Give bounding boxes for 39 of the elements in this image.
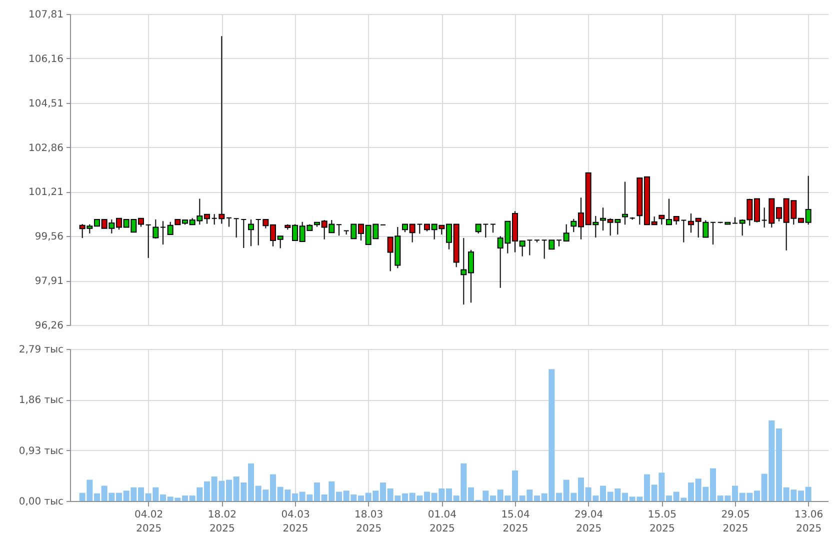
y-tick-label: 104,51 xyxy=(28,98,64,110)
candlestick xyxy=(622,181,628,226)
x-tick-label: 18.02 2025 xyxy=(208,510,236,534)
candlestick xyxy=(526,240,533,256)
candlestick xyxy=(160,220,166,245)
x-tick-label: 04.02 2025 xyxy=(134,510,164,534)
x-tick-label: 13.06 2025 xyxy=(794,510,824,534)
y-tick-label: 1,86 тыс xyxy=(18,395,64,406)
y-tick-label: 99,56 xyxy=(34,232,64,243)
y-tick-label: 107,81 xyxy=(28,10,64,20)
y-tick-label: 101,21 xyxy=(28,187,64,198)
y-tick-label: 106,16 xyxy=(28,54,64,65)
candlestick xyxy=(658,214,665,226)
candlestick xyxy=(563,224,570,242)
candlestick xyxy=(145,224,152,258)
candlestick xyxy=(233,218,240,238)
y-tick-label: 0,93 тыс xyxy=(18,446,64,457)
x-tick-label: 15.05 2025 xyxy=(648,510,676,534)
x-tick-label: 04.03 2025 xyxy=(281,510,310,534)
y-tick-label: 0,00 тыс xyxy=(18,496,64,508)
candlestick xyxy=(167,221,174,236)
candlestick xyxy=(556,240,562,247)
x-tick-label: 01.04 2025 xyxy=(428,510,456,534)
y-tick-label: 2,79 тыс xyxy=(18,344,64,356)
x-tick-label: 29.04 2025 xyxy=(574,510,604,534)
candlestick xyxy=(739,218,746,236)
y-tick-label: 96,26 xyxy=(34,320,64,332)
x-tick-label: 18.03 2025 xyxy=(354,510,384,534)
candlestick xyxy=(490,224,496,234)
candlestick xyxy=(248,218,254,247)
candlestick xyxy=(152,218,159,240)
candlestick xyxy=(240,218,247,248)
y-tick-label: 102,86 xyxy=(28,142,64,154)
x-tick-label: 15.04 2025 xyxy=(501,510,530,534)
candlestick xyxy=(336,224,342,236)
y-tick-label: 97,91 xyxy=(34,276,64,288)
x-tick-label: 29.05 2025 xyxy=(721,510,750,534)
candlestick xyxy=(710,222,716,245)
candlestick xyxy=(702,220,709,238)
